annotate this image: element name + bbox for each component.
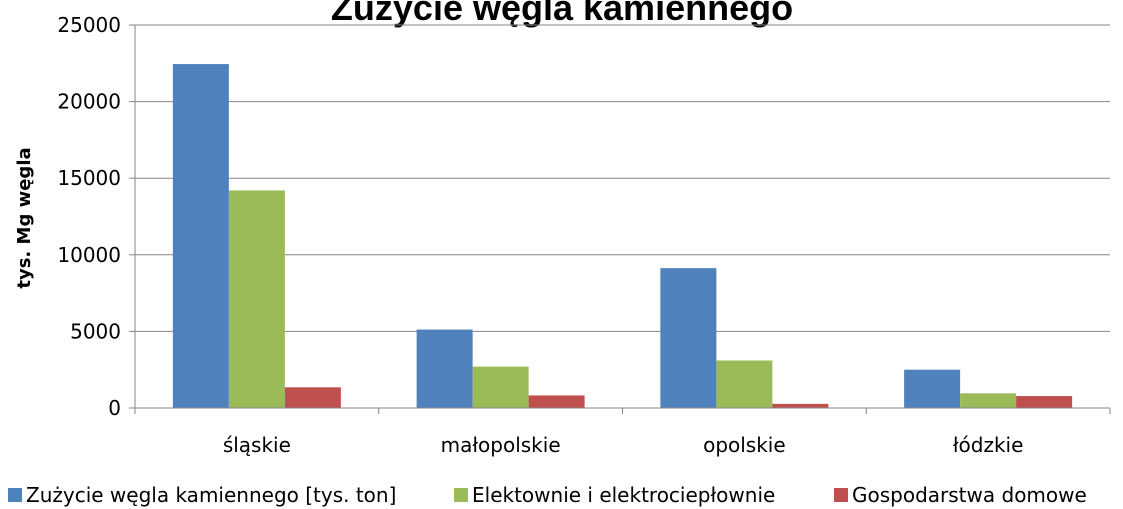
legend-label: Zużycie węgla kamiennego [tys. ton] (26, 483, 396, 507)
y-axis-ticks: 0 5000 10000 15000 20000 25000 (57, 13, 121, 420)
x-axis-ticks: śląskie małopolskie opolskie łódzkie (223, 433, 1024, 457)
y-tick-label: 20000 (57, 90, 121, 114)
bar (172, 64, 229, 408)
bar (960, 393, 1017, 408)
y-axis-label: tys. Mg węgla (14, 147, 35, 288)
x-tick-label: łódzkie (953, 433, 1024, 457)
bars (172, 64, 1073, 408)
x-tick-label: śląskie (223, 433, 291, 457)
y-tick-label: 25000 (57, 13, 121, 37)
legend-label: Elektownie i elektrociepłownie (472, 483, 775, 507)
y-tick-label: 15000 (57, 166, 121, 190)
legend-label: Gospodarstwa domowe (852, 483, 1087, 507)
bar (904, 369, 961, 408)
bar (1016, 396, 1073, 408)
bar (472, 366, 529, 408)
bar (716, 360, 773, 408)
gridlines (135, 24, 1110, 332)
legend: Zużycie węgla kamiennego [tys. ton] Elekt… (8, 483, 1087, 507)
legend-swatch (834, 488, 848, 502)
bar (528, 395, 585, 408)
y-tick-label: 5000 (70, 319, 121, 343)
bar (416, 329, 473, 408)
bar (772, 403, 829, 408)
bar (284, 387, 341, 408)
bar (660, 268, 717, 408)
x-tick-label: małopolskie (441, 433, 561, 457)
bar (228, 190, 285, 408)
chart-title: Zużycie węgla kamiennego (331, 0, 793, 28)
x-tick-label: opolskie (703, 433, 786, 457)
y-tick-label: 10000 (57, 243, 121, 267)
y-tick-label: 0 (108, 396, 121, 420)
legend-swatch (8, 488, 22, 502)
axes (129, 24, 1111, 414)
legend-swatch (454, 488, 468, 502)
